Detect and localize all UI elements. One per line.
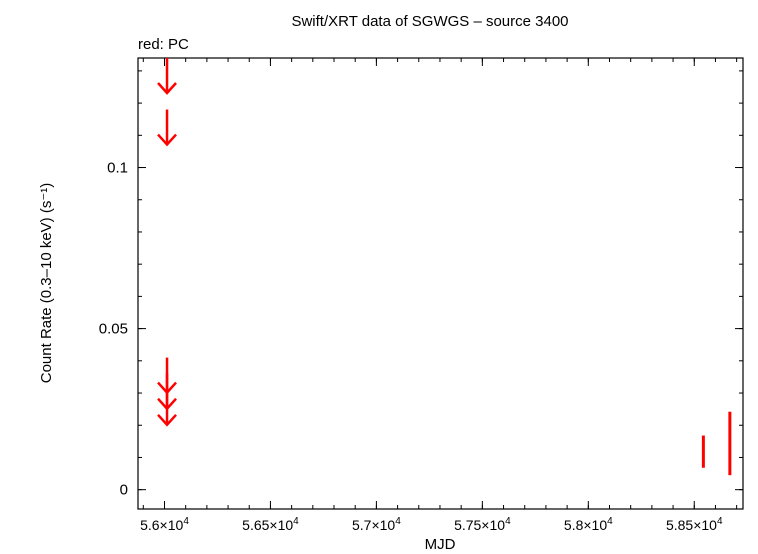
x-tick-label: 5.7×104: [352, 516, 401, 533]
x-tick-label: 5.6×104: [140, 516, 189, 533]
x-tick-label: 5.85×104: [666, 516, 723, 533]
y-axis-label: Count Rate (0.3–10 keV) (s⁻¹): [38, 183, 55, 384]
x-tick-label: 5.75×104: [454, 516, 511, 533]
upper-limit-arrowhead: [157, 413, 177, 427]
axis-ticks: 5.6×104 5.65×104 5.7×104 5.75×104 5.8×104 5.8…: [99, 58, 743, 533]
upper-limit-arrowhead: [157, 133, 177, 147]
chart-title: Swift/XRT data of SGWGS – source 3400: [291, 13, 568, 30]
x-axis-label: MJD: [425, 536, 456, 553]
y-tick-label: 0: [120, 482, 128, 499]
chart-subtitle: red: PC: [138, 36, 189, 53]
upper-limit-arrowhead: [157, 82, 177, 95]
x-tick-label: 5.8×104: [564, 516, 613, 533]
data-marks: [157, 58, 732, 476]
y-tick-label: 0.05: [99, 321, 128, 338]
x-tick-label: 5.65×104: [242, 516, 299, 533]
plot-frame: [137, 57, 744, 510]
y-tick-label: 0.1: [107, 160, 128, 177]
